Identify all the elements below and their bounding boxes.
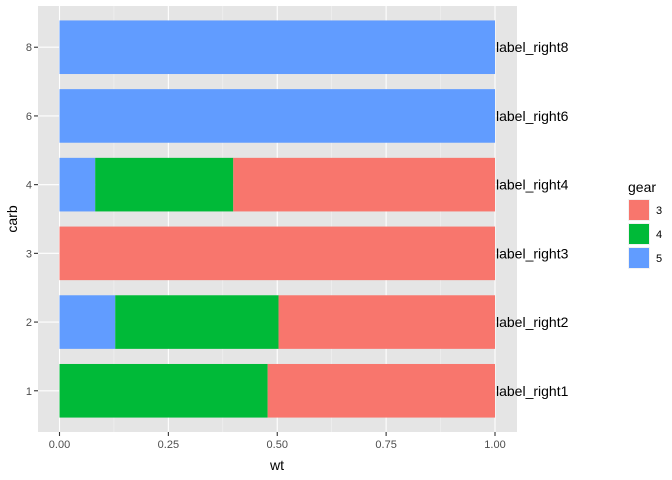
x-tick-label: 0.25 (158, 439, 179, 451)
legend-label: 5 (656, 253, 662, 265)
x-tick-label: 0.50 (267, 439, 288, 451)
y-tick-label: 4 (26, 180, 32, 192)
bar-segment-gear-3-carb-1 (267, 363, 495, 418)
x-tick-label: 1.00 (484, 439, 505, 451)
bar-segment-gear-5-carb-8 (59, 20, 495, 75)
bar-label: label_right3 (496, 245, 569, 261)
bars (59, 20, 495, 418)
bar-segment-gear-3-carb-2 (278, 295, 495, 349)
y-axis: 1 2 3 4 6 8 (26, 42, 38, 398)
legend-title: gear (628, 179, 656, 195)
legend: gear 3 4 5 (628, 179, 662, 269)
x-axis-title: wt (269, 457, 284, 473)
bar-segment-gear-5-carb-6 (59, 89, 495, 143)
bar-segment-gear-5-carb-4 (59, 157, 96, 212)
legend-label: 4 (656, 229, 662, 241)
y-tick-label: 6 (26, 111, 32, 123)
bar-labels: label_right1 label_right2 label_right3 labe… (496, 39, 569, 399)
y-tick-label: 1 (26, 386, 32, 398)
bar-label: label_right1 (496, 383, 569, 399)
x-tick-label: 0.00 (49, 439, 70, 451)
legend-label: 3 (656, 205, 662, 217)
y-tick-label: 2 (26, 317, 32, 329)
x-axis: 0.00 0.25 0.50 0.75 1.00 (49, 432, 506, 451)
bar-segment-gear-3-carb-4 (233, 157, 495, 212)
bar-label: label_right4 (496, 177, 569, 193)
bar-segment-gear-5-carb-2 (59, 295, 116, 349)
legend-swatch (629, 200, 649, 220)
bar-segment-gear-4-carb-1 (59, 363, 268, 418)
legend-swatch (629, 248, 649, 268)
bar-label: label_right6 (496, 108, 569, 124)
bar-label: label_right2 (496, 314, 569, 330)
y-tick-label: 3 (26, 248, 32, 260)
legend-swatch (629, 224, 649, 244)
y-axis-title: carb (4, 205, 20, 232)
bar-label: label_right8 (496, 39, 569, 55)
x-tick-label: 0.75 (375, 439, 396, 451)
bar-segment-gear-4-carb-4 (95, 157, 234, 212)
y-tick-label: 8 (26, 42, 32, 54)
bar-segment-gear-4-carb-2 (115, 295, 279, 349)
bar-segment-gear-3-carb-3 (59, 226, 495, 281)
